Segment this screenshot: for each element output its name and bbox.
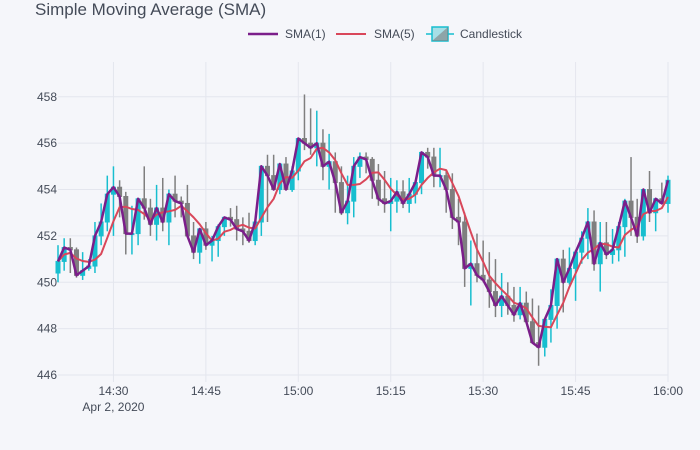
sma-line-1[interactable] xyxy=(56,137,670,349)
legend-item-sma1[interactable]: SMA(1) xyxy=(248,27,326,41)
candle[interactable] xyxy=(160,177,166,232)
sma5-series[interactable] xyxy=(57,146,669,329)
chart-title: Simple Moving Average (SMA) xyxy=(35,0,266,19)
candle[interactable] xyxy=(234,205,240,241)
x-tick-label: 16:00 xyxy=(653,384,683,398)
candle[interactable] xyxy=(492,259,498,318)
candle[interactable] xyxy=(320,129,326,181)
candle[interactable] xyxy=(264,154,270,222)
x-tick-label: 14:45 xyxy=(191,384,221,398)
candle[interactable] xyxy=(486,252,492,308)
candle[interactable] xyxy=(80,252,86,280)
legend-item-sma5[interactable]: SMA(5) xyxy=(336,27,415,41)
candle[interactable] xyxy=(468,240,474,306)
legend-swatch-candlestick-down xyxy=(432,27,448,41)
y-tick-label: 446 xyxy=(37,368,57,382)
candlestick-series[interactable] xyxy=(55,94,671,366)
candle[interactable] xyxy=(597,222,603,292)
x-tick-label: 14:30 xyxy=(98,384,128,398)
x-tick-label: 15:00 xyxy=(283,384,313,398)
x-tick-date-label: Apr 2, 2020 xyxy=(82,400,144,414)
legend[interactable]: SMA(1) SMA(5) Candlestick xyxy=(248,26,523,42)
candle-body xyxy=(55,260,61,274)
y-tick-label: 454 xyxy=(37,183,57,197)
legend-label-sma5: SMA(5) xyxy=(374,27,415,41)
y-tick-label: 448 xyxy=(37,322,57,336)
x-axis: 14:30 Apr 2, 2020 14:45 15:00 15:15 15:30 15:4… xyxy=(82,384,683,414)
y-axis: 446 448 450 452 454 456 458 xyxy=(37,90,57,382)
y-tick-label: 456 xyxy=(37,136,57,150)
legend-item-candlestick[interactable]: Candlestick xyxy=(426,26,523,42)
x-tick-label: 15:45 xyxy=(561,384,591,398)
candle[interactable] xyxy=(191,222,197,260)
y-tick-label: 452 xyxy=(37,229,57,243)
candle[interactable] xyxy=(511,286,517,322)
sma1-series[interactable] xyxy=(56,137,670,349)
y-tick-label: 458 xyxy=(37,90,57,104)
candle[interactable] xyxy=(647,170,653,222)
sma-line-5[interactable] xyxy=(57,146,669,329)
x-tick-label: 15:15 xyxy=(376,384,406,398)
candle[interactable] xyxy=(55,245,61,283)
y-tick-label: 450 xyxy=(37,275,57,289)
legend-label-candlestick: Candlestick xyxy=(460,27,523,41)
gridlines xyxy=(58,62,669,382)
x-tick-label: 15:30 xyxy=(468,384,498,398)
legend-label-sma1: SMA(1) xyxy=(285,27,326,41)
candle[interactable] xyxy=(314,110,320,167)
